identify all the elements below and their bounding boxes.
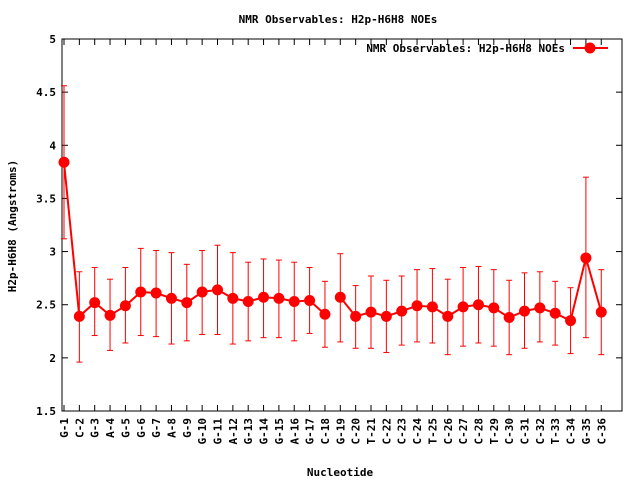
x-tick-label: G-19 [334, 418, 347, 445]
data-point [442, 310, 454, 322]
axis-ticks: 1.5 2 2.5 3 3.5 4 4.5 5 G-1 C-2 G-3 A-4 G-5 G-6 G-7 A-8… [36, 33, 622, 445]
data-point [242, 296, 254, 308]
x-tick-label: C-26 [442, 418, 455, 445]
x-tick-label: T-29 [488, 418, 501, 445]
data-point [135, 286, 147, 298]
data-point [488, 302, 500, 314]
x-tick-label: C-27 [457, 418, 470, 445]
series-line [339, 253, 603, 323]
x-tick-label: C-31 [519, 418, 532, 445]
series-lines [63, 162, 603, 323]
x-tick-label: C-23 [396, 418, 409, 445]
x-tick-label: G-15 [273, 418, 286, 445]
data-point [227, 292, 239, 304]
data-point [534, 302, 546, 314]
data-point [503, 311, 515, 323]
x-tick-label: A-12 [227, 418, 240, 445]
data-point [119, 300, 131, 312]
x-tick-label: G-17 [304, 418, 317, 445]
y-tick-label: 1.5 [36, 405, 56, 418]
x-tick-label: C-28 [472, 418, 485, 445]
x-tick-label: G-3 [89, 418, 102, 438]
data-point [549, 307, 561, 319]
x-tick-label: T-33 [549, 418, 562, 445]
data-point [288, 296, 300, 308]
data-point [457, 301, 469, 313]
x-tick-label: G-9 [181, 418, 194, 438]
series-line [63, 162, 326, 319]
data-points [58, 156, 607, 327]
legend-label: NMR Observables: H2p-H6H8 NOEs [366, 42, 565, 55]
data-point [319, 308, 331, 320]
x-tick-label: G-14 [258, 418, 271, 445]
data-point [212, 284, 223, 296]
x-tick-label: G-13 [242, 418, 255, 445]
data-point [258, 291, 270, 303]
x-tick-label: C-30 [503, 418, 516, 445]
data-point [58, 156, 70, 168]
y-tick-label: 2.5 [36, 299, 56, 312]
data-point [350, 310, 362, 322]
x-tick-label: G-35 [580, 418, 593, 445]
data-point [426, 301, 438, 313]
data-point [73, 310, 85, 322]
data-point [165, 292, 177, 304]
y-tick-label: 5 [49, 33, 56, 46]
x-tick-label: G-7 [150, 418, 163, 438]
y-tick-label: 3 [49, 246, 56, 259]
x-tick-label: C-22 [380, 418, 393, 445]
y-tick-label: 4 [49, 139, 56, 152]
data-point [150, 287, 162, 299]
x-tick-label: A-8 [165, 418, 178, 438]
x-tick-label: A-4 [104, 418, 117, 438]
x-tick-label: C-2 [73, 418, 86, 438]
plot-frame [61, 38, 623, 412]
legend-marker [584, 42, 596, 54]
data-point [396, 305, 408, 317]
x-tick-label: C-36 [595, 418, 608, 445]
error-bars [61, 85, 605, 363]
data-point [304, 294, 316, 306]
y-tick-label: 3.5 [36, 192, 56, 205]
x-axis-label: Nucleotide [307, 466, 374, 479]
x-tick-label: C-32 [534, 418, 547, 445]
data-point [595, 306, 607, 318]
data-point [380, 310, 392, 322]
x-tick-label: G-5 [119, 418, 132, 438]
chart-title: NMR Observables: H2p-H6H8 NOEs [239, 13, 438, 26]
y-tick-label: 4.5 [36, 86, 56, 99]
data-point [181, 297, 193, 309]
data-point [334, 291, 346, 303]
x-tick-label: C-20 [350, 418, 363, 445]
data-point [104, 309, 116, 321]
x-tick-label: A-16 [288, 418, 301, 445]
x-tick-label: T-25 [426, 418, 439, 445]
x-tick-label: T-21 [365, 418, 378, 445]
data-point [365, 306, 377, 318]
data-point [273, 292, 285, 304]
x-tick-label: G-6 [135, 418, 148, 438]
data-point [472, 299, 484, 311]
data-point [565, 315, 577, 327]
data-point [519, 305, 530, 317]
data-point [196, 286, 208, 298]
legend: NMR Observables: H2p-H6H8 NOEs [366, 42, 608, 55]
data-point [411, 300, 423, 312]
data-point [580, 252, 592, 264]
x-tick-label: G-10 [196, 418, 209, 445]
data-point [89, 297, 101, 309]
x-tick-label: G-11 [212, 418, 225, 445]
x-tick-label: G-1 [58, 418, 71, 438]
y-axis-label: H2p-H6H8 (Angstroms) [6, 160, 19, 292]
x-tick-label: C-18 [319, 418, 332, 445]
x-tick-label: C-24 [411, 418, 424, 445]
y-tick-label: 2 [49, 352, 56, 365]
x-tick-label: C-34 [565, 418, 578, 445]
